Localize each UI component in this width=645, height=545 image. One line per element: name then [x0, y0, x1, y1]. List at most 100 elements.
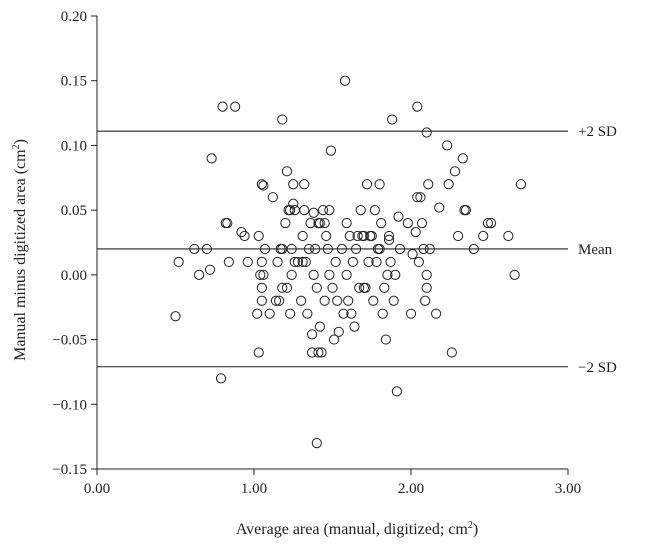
data-point	[460, 205, 472, 216]
data-point	[350, 243, 362, 255]
data-point	[407, 249, 418, 260]
data-point	[286, 243, 297, 255]
data-point	[442, 140, 453, 151]
data-point	[383, 234, 395, 246]
data-point	[358, 230, 369, 242]
reference-line-label: −2 SD	[578, 360, 617, 376]
data-point	[341, 217, 352, 229]
data-point	[300, 256, 311, 268]
data-point	[341, 269, 352, 280]
x-tick-label: 1.00	[241, 481, 267, 497]
data-point	[366, 230, 377, 242]
data-point	[286, 269, 297, 280]
data-point	[217, 101, 228, 112]
x-axis-title: Average area (manual, digitized; cm2)	[236, 520, 478, 538]
y-tick-label: 0.00	[61, 268, 87, 284]
data-point	[453, 230, 464, 242]
data-point	[280, 217, 291, 229]
data-point	[253, 347, 264, 358]
data-point	[189, 243, 200, 255]
data-point	[321, 230, 332, 242]
data-point	[380, 334, 391, 345]
data-point	[258, 269, 269, 280]
data-point	[239, 230, 250, 242]
data-point	[368, 295, 379, 306]
data-point	[360, 282, 371, 293]
data-point	[339, 75, 351, 86]
data-point	[421, 127, 432, 138]
data-point	[281, 282, 293, 293]
data-point	[296, 295, 307, 306]
data-point	[327, 282, 338, 293]
data-point	[299, 205, 310, 216]
data-point	[379, 282, 390, 293]
data-point	[352, 230, 363, 242]
data-point	[317, 205, 329, 216]
data-point	[344, 230, 355, 242]
data-point	[369, 205, 380, 216]
x-tick-label: 0.00	[84, 481, 110, 497]
data-point	[308, 207, 319, 218]
data-point	[390, 269, 401, 280]
y-tick-label: 0.10	[61, 138, 87, 154]
data-point	[421, 269, 432, 280]
data-point	[215, 373, 227, 384]
data-point	[288, 198, 299, 209]
data-point	[482, 217, 494, 229]
data-point	[306, 329, 318, 340]
data-point	[374, 243, 385, 255]
data-point	[289, 256, 300, 268]
reference-line-label: +2 SD	[578, 124, 617, 140]
data-point	[258, 180, 269, 191]
data-point	[385, 256, 396, 268]
data-point	[267, 192, 278, 203]
data-point	[416, 217, 428, 229]
axes	[91, 15, 569, 475]
data-point	[193, 269, 205, 280]
data-point	[308, 269, 319, 280]
data-point	[313, 347, 324, 358]
data-point	[431, 308, 442, 319]
data-points	[170, 75, 527, 449]
data-point	[515, 179, 527, 190]
data-point	[410, 227, 421, 238]
data-point	[170, 311, 181, 322]
data-point	[264, 308, 275, 319]
data-point	[252, 308, 263, 319]
data-point	[325, 145, 337, 156]
data-point	[393, 211, 404, 222]
y-tick-label: 0.05	[61, 203, 87, 219]
data-point	[478, 230, 489, 242]
y-tick-label: −0.05	[52, 333, 87, 349]
data-point	[338, 308, 349, 319]
data-point	[316, 347, 327, 358]
data-point	[361, 179, 373, 190]
data-point	[421, 282, 432, 293]
data-point	[259, 243, 271, 255]
data-point	[387, 114, 398, 125]
data-point	[311, 438, 322, 449]
data-point	[382, 269, 393, 280]
y-tick-label: 0.20	[61, 9, 87, 25]
data-point	[222, 217, 233, 229]
y-tick-label: 0.15	[61, 74, 87, 90]
data-point	[412, 101, 423, 112]
data-point	[377, 308, 388, 319]
data-point	[485, 217, 497, 229]
data-point	[402, 217, 413, 229]
data-point	[230, 101, 241, 112]
data-point	[388, 295, 399, 306]
data-point	[324, 205, 335, 216]
data-point	[274, 295, 285, 306]
data-point	[347, 256, 359, 268]
data-point	[376, 217, 387, 229]
data-point	[310, 243, 321, 255]
data-point	[424, 243, 435, 255]
data-point	[405, 308, 417, 319]
data-point	[288, 179, 299, 190]
data-point	[292, 256, 304, 268]
data-point	[319, 295, 330, 306]
data-point	[374, 179, 385, 190]
data-point	[314, 217, 326, 229]
data-point	[303, 243, 315, 255]
